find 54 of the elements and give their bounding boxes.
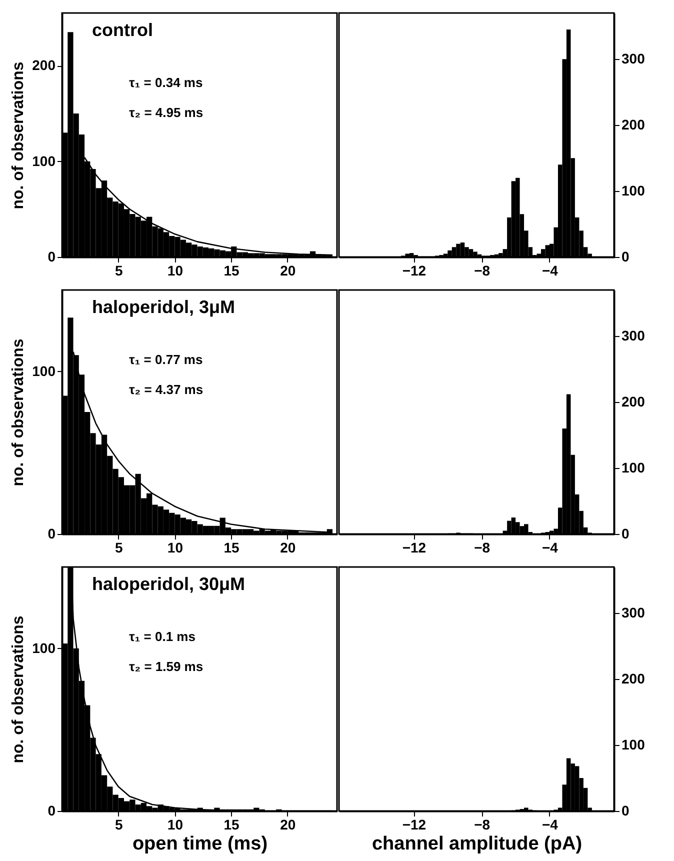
x-tick-label: −4 <box>542 816 558 832</box>
x-tick-label: −8 <box>474 816 490 832</box>
y-tick-label: 0 <box>622 248 630 264</box>
y-tick-label: 300 <box>622 328 646 344</box>
y-tick-label: 0 <box>48 526 56 542</box>
y-tick-label: 0 <box>48 802 56 818</box>
y-tick-label: 0 <box>48 248 56 264</box>
annotation: τ₁ = 0.77 ms <box>129 352 203 367</box>
chart-title: haloperidol, 30μM <box>92 574 246 594</box>
x-tick-label: 15 <box>224 262 240 278</box>
y-tick-label: 100 <box>32 152 56 169</box>
y-tick-label: 200 <box>622 394 646 410</box>
chart-title: haloperidol, 3μM <box>92 297 236 317</box>
y-axis-title: no. of observations <box>10 338 28 486</box>
y-tick-label: 100 <box>32 640 56 656</box>
x-tick-label: −8 <box>474 540 490 556</box>
y-tick-label: 100 <box>32 362 56 379</box>
x-tick-label: 5 <box>114 816 123 832</box>
y-tick-label: 200 <box>32 57 56 74</box>
y-axis-title: no. of observations <box>10 616 28 764</box>
y-tick-label: 200 <box>622 670 646 687</box>
x-tick-label: 5 <box>114 262 123 278</box>
x-tick-label: −12 <box>402 816 426 832</box>
x-tick-label: 15 <box>224 816 240 832</box>
x-axis-title: open time (ms) <box>132 834 268 854</box>
x-tick-label: −12 <box>402 262 426 278</box>
y-tick-label: 100 <box>622 460 646 476</box>
x-tick-label: 20 <box>280 540 296 556</box>
y-tick-label: 100 <box>622 736 646 753</box>
x-tick-label: 20 <box>280 816 296 832</box>
annotation: τ₂ = 4.95 ms <box>129 105 204 120</box>
x-tick-label: −4 <box>542 540 558 556</box>
x-tick-label: 10 <box>167 262 184 278</box>
annotation: τ₂ = 1.59 ms <box>129 659 204 674</box>
x-tick-label: 10 <box>167 540 184 556</box>
annotation: τ₂ = 4.37 ms <box>129 382 204 397</box>
x-tick-label: 15 <box>224 540 240 556</box>
x-tick-label: 20 <box>280 262 296 278</box>
x-tick-label: −8 <box>474 262 490 278</box>
y-tick-label: 300 <box>622 50 646 67</box>
x-tick-label: 10 <box>167 816 184 832</box>
x-tick-label: −4 <box>542 262 558 278</box>
x-axis-title: channel amplitude (pA) <box>372 834 582 854</box>
y-tick-label: 200 <box>622 116 646 133</box>
annotation: τ₁ = 0.1 ms <box>129 629 196 644</box>
x-tick-label: 5 <box>114 540 123 556</box>
x-tick-label: −12 <box>402 540 426 556</box>
chart-title: control <box>92 20 153 40</box>
annotation: τ₁ = 0.34 ms <box>129 75 203 90</box>
y-tick-label: 0 <box>622 802 630 818</box>
y-tick-label: 0 <box>622 526 630 542</box>
y-tick-label: 300 <box>622 604 646 621</box>
y-axis-title: no. of observations <box>10 62 28 210</box>
y-tick-label: 100 <box>622 182 646 199</box>
